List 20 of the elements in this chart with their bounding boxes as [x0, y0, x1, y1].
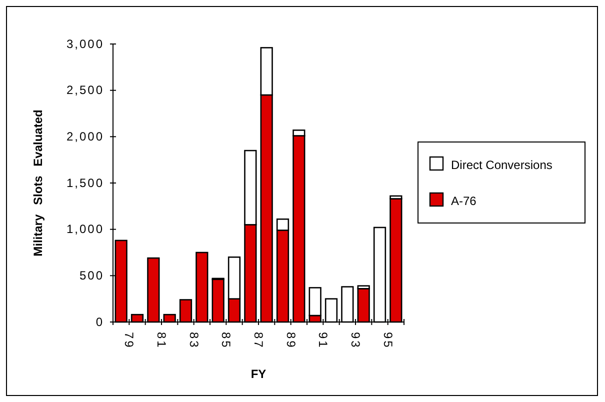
legend-label: Direct Conversions: [451, 158, 552, 172]
y-axis-title: Military Slots Evaluated: [31, 110, 45, 256]
x-tick-label: 91: [316, 332, 330, 350]
y-tick-label: 2,000: [66, 130, 104, 144]
x-tick-label: 87: [251, 332, 266, 350]
x-tick-label: 83: [186, 332, 201, 350]
legend-label: A-76: [451, 194, 477, 208]
x-tick-label: 81: [154, 332, 168, 350]
y-tick-label: 1,000: [66, 222, 104, 236]
y-tick-label: 0: [96, 314, 104, 329]
x-tick-label: 95: [380, 332, 395, 350]
y-tick-label: 2,500: [66, 83, 104, 98]
y-tick-label: 3,000: [66, 36, 104, 51]
x-tick-label: 89: [284, 332, 298, 350]
x-tick-label: 85: [219, 332, 234, 350]
x-tick-label: 79: [122, 332, 136, 350]
y-tick-label: 1,500: [66, 176, 104, 190]
y-tick-label: 500: [79, 268, 104, 283]
x-axis-title: FY: [250, 367, 266, 381]
x-tick-label: 93: [348, 332, 362, 350]
